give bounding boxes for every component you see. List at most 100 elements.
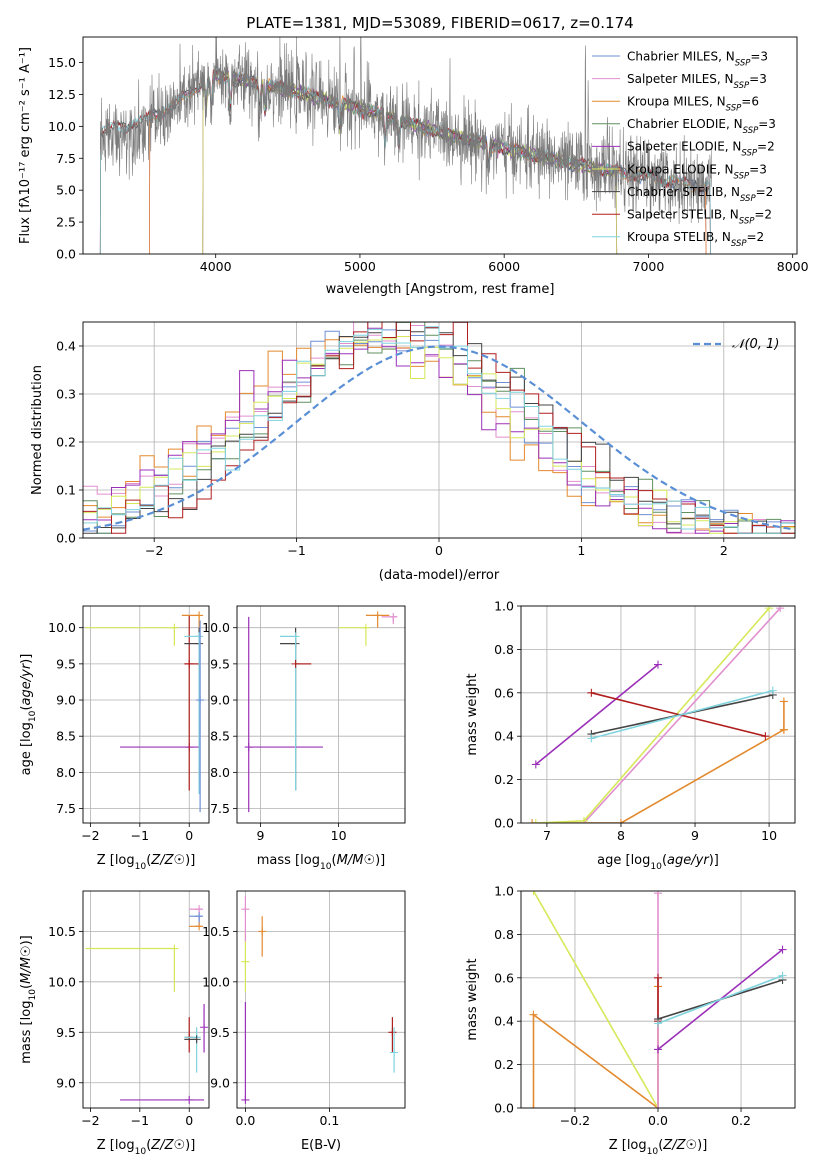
label-part: (: [19, 705, 34, 710]
data-point: [529, 1104, 538, 1108]
errorbar-chabrier-miles: [196, 620, 205, 813]
series-line: [535, 607, 770, 823]
errorbar-kroupa-elodie: [338, 623, 370, 646]
legend-value: =2: [747, 230, 765, 244]
label-part: )]: [697, 1138, 707, 1153]
data-point: [778, 945, 787, 954]
legend-label-normal: 𝒩(0, 1): [732, 337, 779, 352]
y-tick-label: 8.5: [56, 729, 76, 744]
data-point: [241, 905, 250, 914]
legend-value: =6: [741, 95, 759, 109]
y-tick-label: 7.5: [56, 801, 76, 816]
y-tick-label: 10.0: [48, 974, 76, 989]
errorbar-salpeter-elodie: [120, 743, 200, 752]
label-italic: Z/Z☉: [150, 1138, 185, 1153]
errorbar-salpeter-miles: [381, 612, 398, 625]
y-tick-label: 10.0: [202, 620, 230, 635]
y-tick-label: 0.2: [494, 772, 514, 787]
data-point: [529, 891, 538, 895]
y-tick-label: 1.0: [494, 884, 514, 899]
data-point: [528, 819, 537, 823]
y-tick-label: 0.4: [56, 339, 76, 354]
histogram-salpeter-miles: [83, 322, 795, 534]
x-tick-label: 0.1: [319, 1113, 339, 1128]
legend-value: =3: [750, 49, 768, 63]
series-line: [535, 663, 659, 766]
y-tick-label: 7.5: [56, 151, 76, 166]
label-part: log: [627, 1138, 647, 1153]
panel-massweight_vs_age: 7 8 9 10 0.0 0.2 0.4 0.6 0.8 1.0: [494, 599, 796, 843]
legend-label-chabrier-miles: Chabrier MILES, NSSP=3: [627, 49, 768, 68]
y-tick-label: 0.8: [494, 927, 514, 942]
y-tick-label: 0.4: [494, 729, 514, 744]
data-point: [768, 686, 777, 695]
panel-mass_vs_EBV: 0.0 0.1 9.0 9.5 10.0 10.5: [202, 890, 406, 1128]
histogram-kroupa-stelib: [83, 326, 795, 534]
label-part: )]: [375, 853, 385, 868]
y-axis-label: mass weight: [465, 673, 480, 755]
series-kroupa-elodie: [531, 606, 774, 823]
x-axis-label: E(B-V): [301, 1138, 341, 1153]
x-tick-label: 4000: [200, 259, 232, 274]
data-point: [244, 743, 253, 752]
label-part: (: [146, 1138, 151, 1153]
label-italic: Z/Z☉: [662, 1138, 697, 1153]
series-kroupa-elodie: [529, 891, 662, 1108]
y-tick-label: 0.2: [56, 435, 76, 450]
x-tick-label: 8: [617, 828, 625, 843]
x-tick-label: 0: [435, 543, 443, 558]
data-point: [779, 725, 788, 734]
plot-area: [529, 891, 787, 1108]
data-point: [654, 973, 662, 982]
legend-text: Salpeter MILES, N: [627, 72, 734, 86]
data-point: [185, 659, 194, 668]
data-point: [579, 816, 588, 823]
data-point: [390, 1048, 399, 1057]
legend-label-chabrier-stelib: Chabrier STELIB, NSSP=2: [627, 185, 773, 204]
data-point: [241, 957, 250, 966]
axes-frame: [520, 605, 796, 824]
label-part: E(B-V): [301, 1138, 341, 1153]
data-point: [196, 696, 205, 705]
x-tick-label: 7: [543, 828, 551, 843]
data-point: [765, 606, 774, 613]
legend-sub: SSP: [731, 239, 747, 249]
legend-text: Kroupa MILES, N: [627, 95, 726, 109]
y-tick-label: 7.5: [210, 801, 230, 816]
errorbar-chabrier-miles: [189, 912, 204, 927]
errorbar-salpeter-elodie: [200, 1004, 209, 1053]
legend-text: Chabrier ELODIE, N: [627, 117, 743, 131]
plot-area: [241, 896, 399, 1104]
label-sub: 10: [28, 710, 38, 722]
series-line: [532, 986, 659, 1108]
axes-frame: [82, 36, 798, 255]
label-part: )]: [19, 935, 34, 945]
x-tick-label: −1: [287, 543, 305, 558]
plot-area: [244, 611, 398, 813]
data-point: [170, 623, 179, 632]
data-point: [258, 927, 267, 936]
y-axis-label: mass [log10(M/M☉)]: [19, 935, 38, 1064]
label-part: age [: [597, 853, 630, 868]
data-point: [654, 891, 662, 898]
data-point: [195, 905, 204, 914]
series-line: [532, 701, 785, 823]
x-tick-label: 10: [761, 828, 777, 843]
y-tick-label: 0.0: [494, 816, 514, 831]
panel-mass_vs_Z: −2 −1 0 9.0 9.5 10.0 10.5: [48, 890, 210, 1128]
data-point: [195, 922, 204, 931]
legend-sub: SSP: [741, 149, 757, 159]
y-tick-label: 15.0: [48, 55, 76, 70]
x-tick-label: 6000: [488, 259, 520, 274]
label-part: mass [: [257, 853, 300, 868]
errorbar-salpeter-stelib: [291, 659, 312, 668]
series-line: [657, 974, 783, 1025]
plot-area: [99, 37, 713, 254]
label-part: age [: [19, 742, 34, 775]
errorbar-salpeter-elodie: [244, 616, 323, 813]
legend: Chabrier MILES, NSSP=3 Salpeter MILES, N S…: [592, 49, 776, 249]
label-part: log: [631, 853, 651, 868]
label-part: Z [: [609, 1138, 627, 1153]
data-point: [291, 632, 300, 641]
data-point: [778, 971, 787, 980]
